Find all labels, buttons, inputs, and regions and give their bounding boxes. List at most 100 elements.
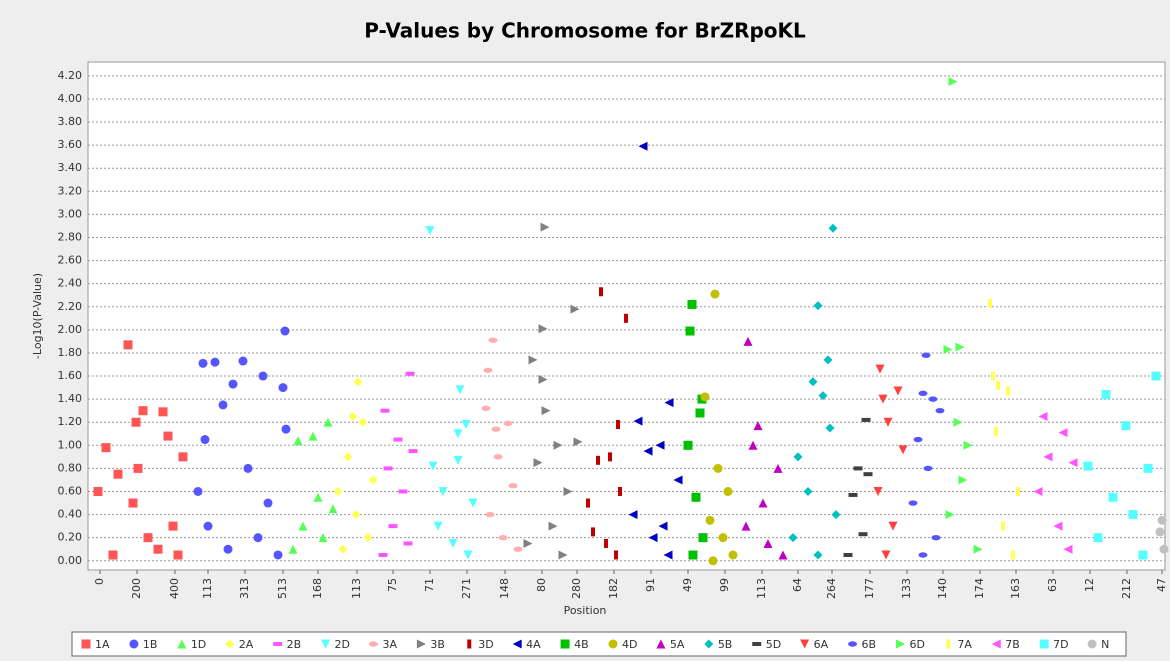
point [453, 429, 463, 439]
y-axis-label: -Log10(P-Value) [31, 273, 44, 359]
point [243, 463, 253, 473]
legend-label: 6B [862, 638, 877, 651]
x-tick-label: 182 [607, 578, 620, 599]
point [343, 452, 353, 462]
point [945, 510, 955, 520]
point [153, 544, 163, 554]
legend-marker [416, 639, 426, 649]
point [728, 550, 738, 560]
y-tick-label: 0.80 [58, 461, 83, 474]
point [943, 344, 953, 354]
x-tick-label: 99 [718, 578, 731, 592]
point [548, 521, 558, 531]
point [996, 380, 1000, 390]
point [643, 446, 653, 456]
legend-label: 7B [1005, 638, 1020, 651]
point [955, 342, 965, 352]
point [708, 556, 718, 566]
point [586, 498, 590, 508]
point [743, 336, 753, 346]
point [405, 371, 415, 376]
point [853, 466, 863, 471]
legend-marker [704, 639, 714, 649]
point [173, 550, 183, 560]
point [388, 524, 398, 529]
x-tick-label: 140 [936, 578, 949, 599]
point [540, 222, 550, 232]
point [753, 421, 763, 431]
point [131, 417, 141, 427]
point [128, 498, 138, 508]
point [913, 436, 923, 443]
point [1011, 550, 1015, 560]
point [1006, 386, 1010, 396]
legend-marker [800, 639, 810, 649]
y-tick-label: 0.40 [58, 508, 83, 521]
point [994, 426, 998, 436]
point [273, 550, 283, 560]
point [380, 408, 390, 413]
point [616, 420, 620, 430]
point [463, 550, 473, 560]
point [991, 371, 995, 381]
x-tick-label: 113 [755, 578, 768, 599]
point [1043, 452, 1053, 462]
point [293, 436, 303, 446]
point [101, 443, 111, 453]
y-tick-label: 4.00 [58, 92, 83, 105]
point [818, 391, 828, 401]
legend-label: 2D [335, 638, 350, 651]
point [1093, 533, 1103, 543]
point [893, 386, 903, 396]
point [433, 521, 443, 531]
x-tick-label: 177 [863, 578, 876, 599]
point [878, 394, 888, 404]
point [570, 304, 580, 314]
legend-label: 7D [1053, 638, 1068, 651]
point [538, 324, 548, 334]
point [1121, 421, 1131, 431]
legend-marker [848, 641, 858, 647]
point [628, 510, 638, 520]
x-tick-label: 91 [644, 578, 657, 592]
point [788, 533, 798, 543]
legend-marker [467, 639, 472, 649]
point [263, 498, 273, 508]
point [238, 356, 248, 366]
point [688, 550, 698, 560]
point [948, 77, 958, 87]
point [168, 521, 178, 531]
point [288, 544, 298, 554]
x-tick-label: 0 [93, 578, 106, 585]
point [503, 420, 513, 427]
point [308, 431, 318, 441]
point [378, 552, 388, 557]
point [608, 452, 612, 462]
point [481, 405, 491, 412]
point [973, 544, 983, 554]
point [718, 533, 728, 543]
y-tick-label: 0.20 [58, 531, 83, 544]
point [280, 326, 290, 336]
point [338, 544, 348, 554]
point [685, 326, 695, 336]
x-tick-label: 75 [386, 578, 399, 592]
point [573, 437, 583, 447]
point [393, 437, 403, 442]
y-tick-label: 1.60 [58, 369, 83, 382]
y-tick-label: 3.20 [58, 184, 83, 197]
point [808, 377, 818, 387]
legend-label: 1A [95, 638, 110, 651]
point [158, 407, 168, 417]
legend-marker [81, 639, 91, 649]
point [368, 475, 378, 485]
point [498, 534, 508, 541]
point [1143, 463, 1153, 473]
point [363, 533, 373, 543]
point [1159, 544, 1169, 554]
point [624, 313, 628, 323]
legend-marker [991, 639, 1001, 649]
point [193, 486, 203, 496]
legend-marker [608, 639, 618, 649]
point [858, 532, 868, 537]
